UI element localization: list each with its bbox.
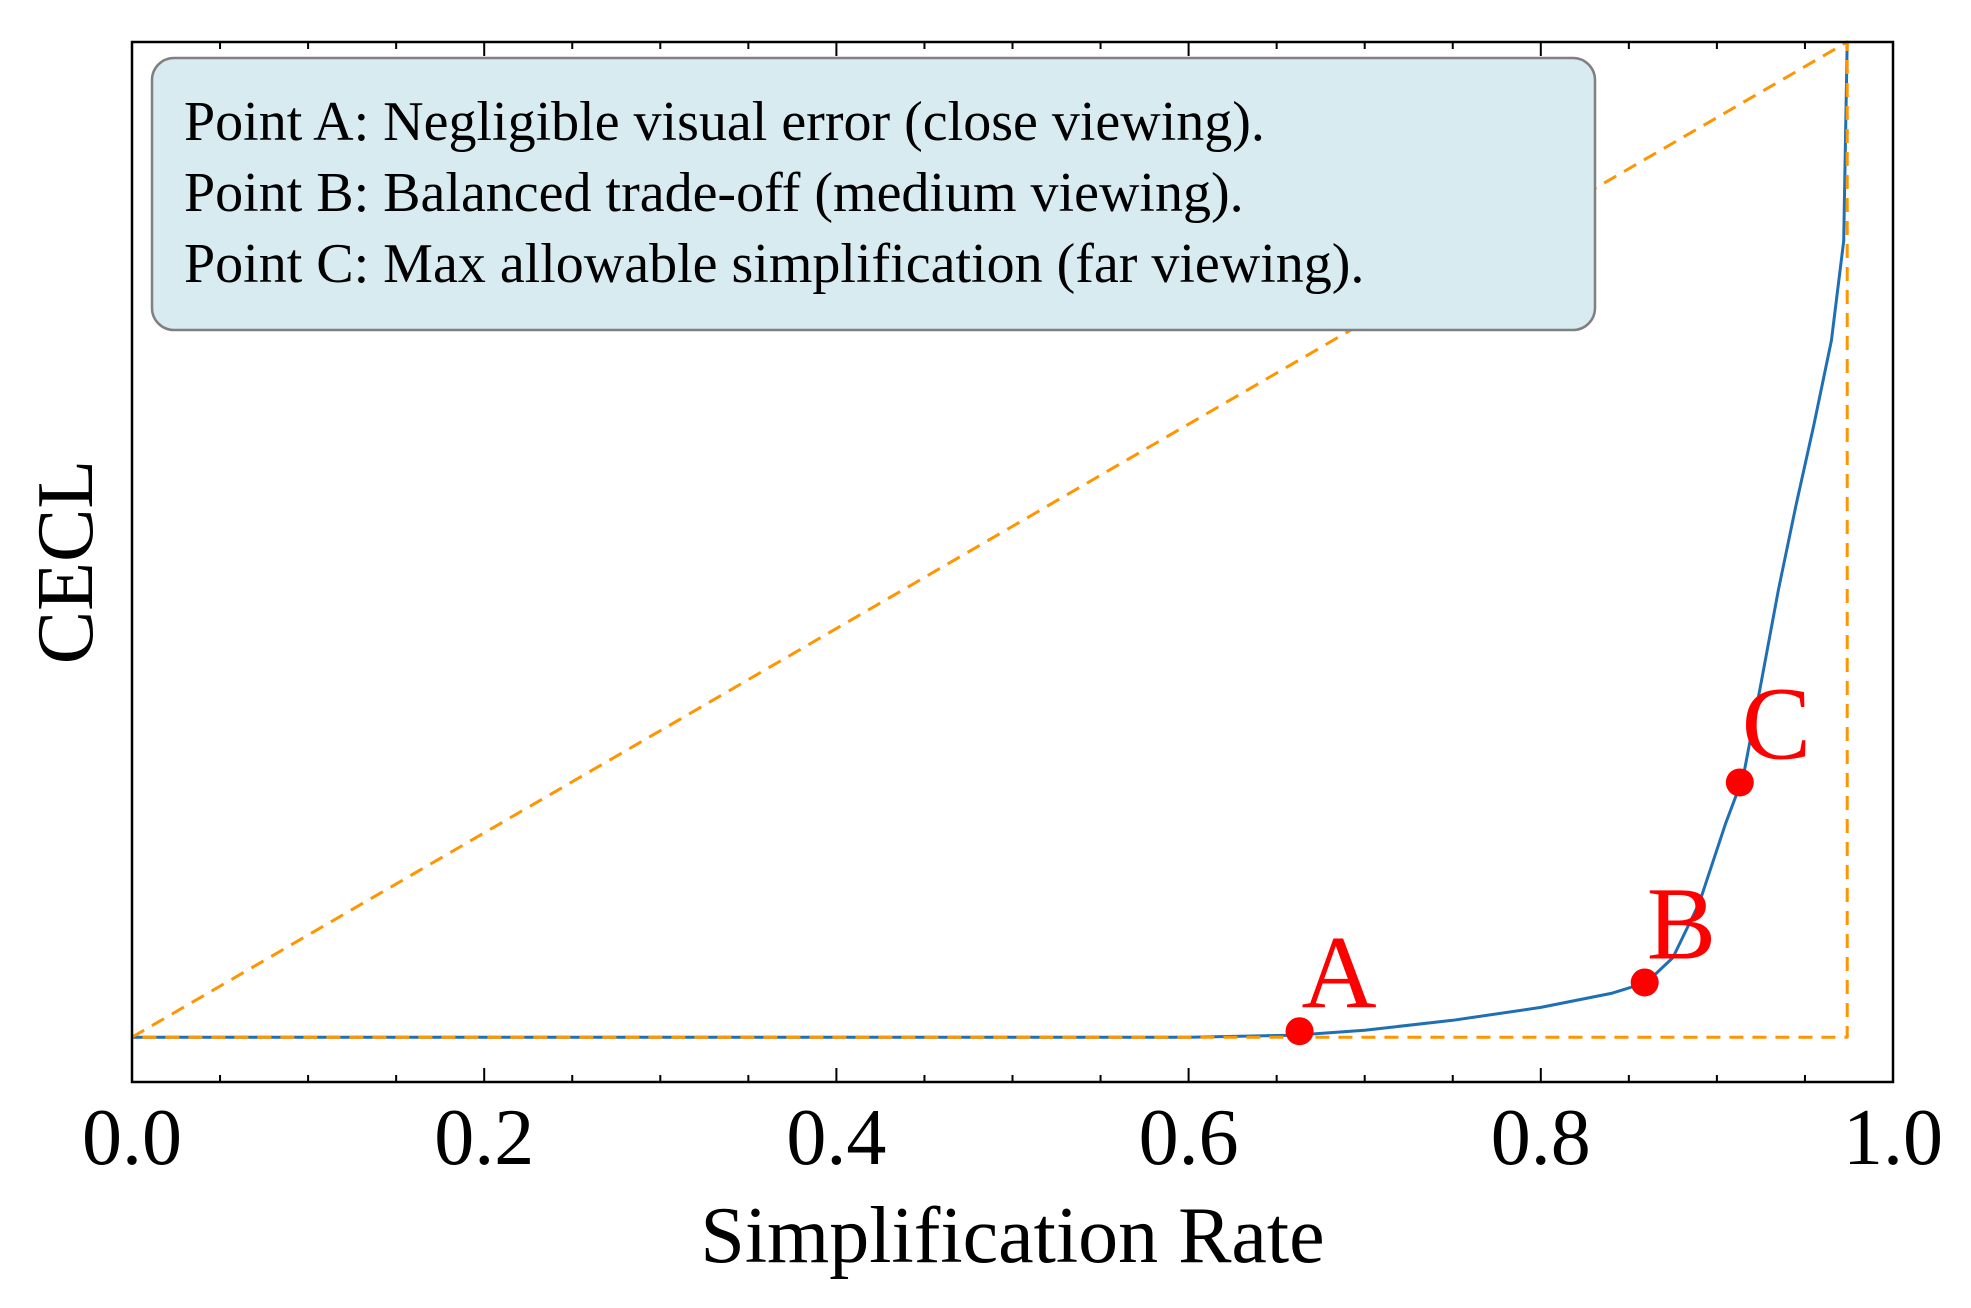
x-tick-label: 0.2 [434,1094,534,1182]
point-b-label: B [1647,866,1716,981]
reference-dashed-line [131,40,1849,1039]
x-tick-label: 0.8 [1491,1094,1591,1182]
ticks-group: 0.0 0.2 0.4 0.6 0.8 1.0 [82,42,1943,1182]
x-tick-label: 1.0 [1843,1094,1943,1182]
plot-frame [130,40,1895,1084]
point-a-label: A [1302,915,1377,1030]
point-a-marker [1285,1017,1314,1046]
point-b-marker [1630,968,1659,997]
x-tick-label: 0.4 [786,1094,886,1182]
x-axis-title: Simplification Rate [700,1192,1324,1280]
points-group: A BC [1285,666,1811,1046]
point-c-label: C [1742,666,1811,781]
annotation-box: Point A: Negligible visual error (close … [150,56,1597,332]
point-c-marker [1725,768,1754,797]
y-axis-title: CECL [22,460,110,664]
annotation-line-b: Point B: Balanced trade-off (medium view… [184,162,1244,224]
x-tick-label: 0.6 [1139,1094,1239,1182]
annotation-box-background [150,56,1597,332]
series-group [131,40,1849,1039]
x-tick-label: 0.0 [82,1094,182,1182]
annotation-line-c: Point C: Max allowable simplification (f… [184,233,1364,295]
annotation-line-a: Point A: Negligible visual error (close … [184,91,1265,153]
